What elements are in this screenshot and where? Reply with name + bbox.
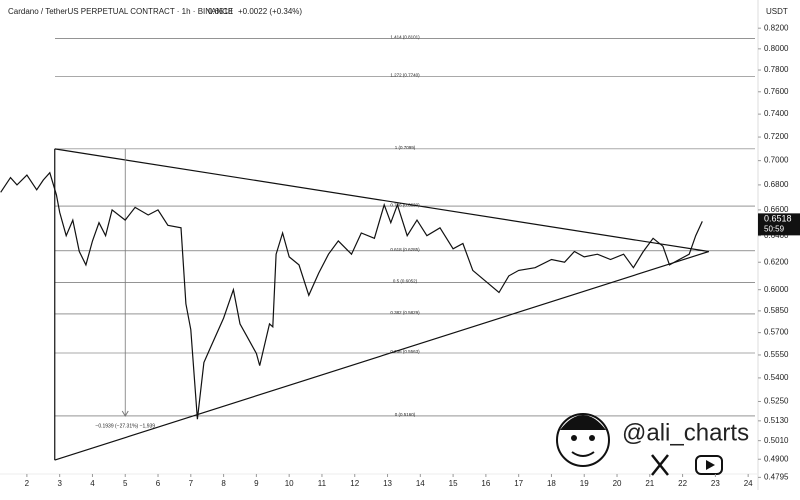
y-tick-label: 0.4900 <box>764 454 789 463</box>
fib-label: 0.618 (0.6285) <box>390 247 420 252</box>
fib-label: 1.414 (0.8101) <box>390 35 420 40</box>
y-tick-label: 0.6200 <box>764 257 789 266</box>
fib-label: 0 (0.5160) <box>395 412 416 417</box>
x-tick-label: 20 <box>613 479 622 488</box>
fib-label: 0.236 (0.5563) <box>390 349 420 354</box>
x-tick-label: 19 <box>580 479 589 488</box>
x-tick-label: 3 <box>57 479 62 488</box>
x-tick-label: 7 <box>189 479 194 488</box>
fib-label: 0.382 (0.5829) <box>390 310 420 315</box>
y-tick-label: 0.7600 <box>764 87 789 96</box>
avatar-smile <box>571 451 595 457</box>
x-icon <box>651 454 669 476</box>
fib-label: 0.5 (0.6052) <box>393 279 418 284</box>
y-tick-label: 0.5250 <box>764 397 789 406</box>
x-tick-label: 17 <box>514 479 523 488</box>
x-tick-label: 6 <box>156 479 161 488</box>
y-tick-label: 0.6600 <box>764 205 789 214</box>
x-tick-label: 5 <box>123 479 128 488</box>
x-tick-label: 23 <box>711 479 720 488</box>
x-tick-label: 13 <box>383 479 392 488</box>
avatar-hair <box>560 415 606 430</box>
trendline <box>54 148 709 253</box>
x-tick-label: 15 <box>449 479 458 488</box>
header-change: +0.0022 (+0.34%) <box>238 7 302 16</box>
y-tick-label: 0.8000 <box>764 44 789 53</box>
x-tick-label: 8 <box>221 479 226 488</box>
measure-arrowhead <box>121 410 129 417</box>
x-tick-label: 9 <box>254 479 259 488</box>
watermark-text: @ali_charts <box>622 419 749 446</box>
y-tick-label: 0.4795 <box>764 472 789 481</box>
price-line <box>0 171 703 420</box>
youtube-icon <box>695 455 723 475</box>
y-tick-label: 0.7200 <box>764 132 789 141</box>
youtube-play <box>706 460 715 470</box>
countdown: 50:59 <box>764 224 785 233</box>
x-tick-label: 24 <box>744 479 753 488</box>
price-tag <box>758 213 800 236</box>
x-tick-label: 21 <box>645 479 654 488</box>
x-tick-label: 10 <box>285 479 294 488</box>
y-tick-label: 0.5850 <box>764 306 789 315</box>
watermark: @ali_charts <box>556 413 749 476</box>
avatar-eye <box>571 435 577 441</box>
x-tick-label: 2 <box>25 479 30 488</box>
y-tick-label: 0.5550 <box>764 350 789 359</box>
y-tick-label: 0.7800 <box>764 65 789 74</box>
x-tick-label: 12 <box>350 479 359 488</box>
header-price: 0.6518 <box>208 7 233 16</box>
fib-label: 1 (0.7099) <box>395 145 416 150</box>
x-tick-label: 14 <box>416 479 425 488</box>
y-tick-label: 0.5010 <box>764 436 789 445</box>
trendline <box>54 250 710 461</box>
x-tick-label: 11 <box>318 479 327 488</box>
y-tick-label: 0.5130 <box>764 416 789 425</box>
x-tick-label: 22 <box>678 479 687 488</box>
fib-label: 0.786 (0.6630) <box>390 202 420 207</box>
x-tick-label: 16 <box>481 479 490 488</box>
y-tick-label: 0.7000 <box>764 156 789 165</box>
avatar-eye <box>589 435 595 441</box>
x-tick-label: 4 <box>90 479 95 488</box>
y-tick-label: 0.7400 <box>764 109 789 118</box>
price-tag-label: 0.6518 <box>764 214 792 224</box>
currency: USDT <box>766 7 788 16</box>
y-tick-label: 0.5400 <box>764 373 789 382</box>
measure-label: −0.1939 (−27.31%) −1,939 <box>95 423 155 429</box>
y-tick-label: 0.5700 <box>764 328 789 337</box>
chart-title: Cardano / TetherUS PERPETUAL CONTRACT · … <box>8 7 233 16</box>
y-tick-label: 0.6800 <box>764 180 789 189</box>
y-tick-label: 0.6000 <box>764 285 789 294</box>
x-tick-label: 18 <box>547 479 556 488</box>
fib-label: 1.272 (0.7740) <box>390 73 420 78</box>
y-tick-label: 0.8200 <box>764 23 789 32</box>
